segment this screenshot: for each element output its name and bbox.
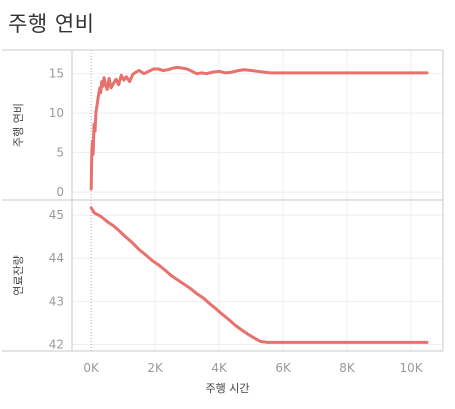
y-tick-label: 10 <box>49 106 64 120</box>
y-tick-label: 0 <box>56 185 64 199</box>
x-tick-label: 8K <box>339 361 356 375</box>
x-axis: 0K 2K 4K 6K 8K 10K 주행 시간 <box>2 49 443 395</box>
x-tick-label: 6K <box>275 361 292 375</box>
y-axis-title: 주행 연비 <box>12 103 25 147</box>
y-tick-label: 44 <box>49 251 64 265</box>
series-line <box>89 65 429 191</box>
top-panel: 0 5 10 15 주행 연비 <box>12 50 444 200</box>
x-axis-title: 주행 시간 <box>206 382 250 395</box>
y-tick-label: 45 <box>49 208 64 222</box>
bottom-panel: 42 43 44 45 연료잔량 <box>12 200 444 352</box>
y-tick-label: 42 <box>49 338 64 352</box>
y-axis-title: 연료잔량 <box>12 255 25 295</box>
y-tick-label: 43 <box>49 294 64 308</box>
x-tick-label: 0K <box>83 361 100 375</box>
y-tick-label: 15 <box>49 67 64 81</box>
y-tick-label: 5 <box>56 146 64 160</box>
chart-title: 주행 연비 <box>8 12 95 36</box>
x-tick-label: 4K <box>211 361 228 375</box>
x-tick-label: 10K <box>399 361 423 375</box>
x-tick-label: 2K <box>147 361 164 375</box>
series-line <box>89 206 429 344</box>
